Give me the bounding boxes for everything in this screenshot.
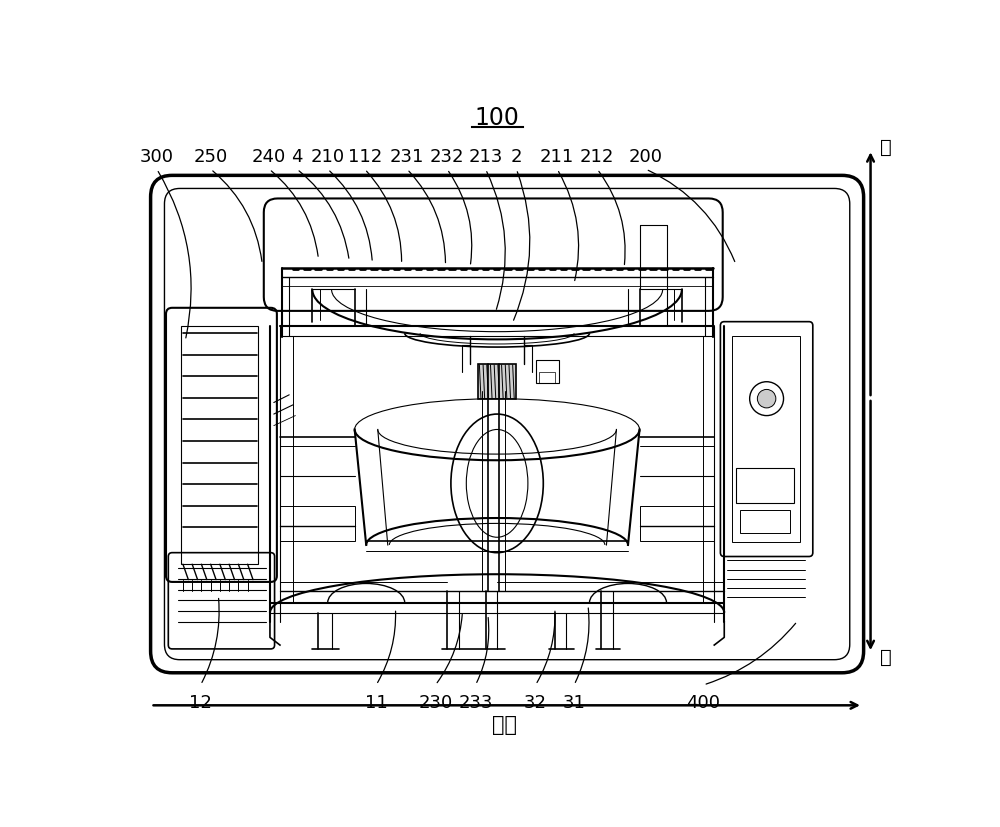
Text: 211: 211 bbox=[540, 148, 574, 166]
Text: 2: 2 bbox=[511, 148, 522, 166]
Text: 210: 210 bbox=[311, 148, 345, 166]
Text: 300: 300 bbox=[140, 148, 174, 166]
Text: 232: 232 bbox=[430, 148, 464, 166]
Text: 31: 31 bbox=[563, 693, 586, 710]
Text: 下: 下 bbox=[880, 647, 892, 666]
Text: 112: 112 bbox=[348, 148, 382, 166]
Text: 212: 212 bbox=[580, 148, 614, 166]
Bar bbox=[536, 361, 559, 384]
Bar bbox=[732, 336, 800, 543]
Text: 231: 231 bbox=[390, 148, 424, 166]
Text: 32: 32 bbox=[524, 693, 547, 710]
Text: 230: 230 bbox=[418, 693, 453, 710]
Bar bbox=[539, 372, 555, 384]
Text: 233: 233 bbox=[458, 693, 493, 710]
Bar bbox=[736, 468, 794, 503]
Circle shape bbox=[757, 390, 776, 409]
Text: 横向: 横向 bbox=[492, 715, 517, 734]
Bar bbox=[181, 326, 258, 565]
Text: 400: 400 bbox=[686, 693, 720, 710]
Text: 12: 12 bbox=[189, 693, 212, 710]
Text: 11: 11 bbox=[365, 693, 388, 710]
Bar bbox=[478, 365, 516, 399]
Bar bbox=[640, 507, 714, 542]
Text: 100: 100 bbox=[475, 107, 520, 131]
Text: 250: 250 bbox=[194, 148, 228, 166]
Bar bbox=[280, 507, 355, 542]
Text: 200: 200 bbox=[629, 148, 663, 166]
Text: 上: 上 bbox=[880, 137, 892, 156]
Text: 4: 4 bbox=[291, 148, 303, 166]
Text: 213: 213 bbox=[468, 148, 503, 166]
Bar bbox=[740, 511, 790, 533]
Text: 240: 240 bbox=[252, 148, 286, 166]
